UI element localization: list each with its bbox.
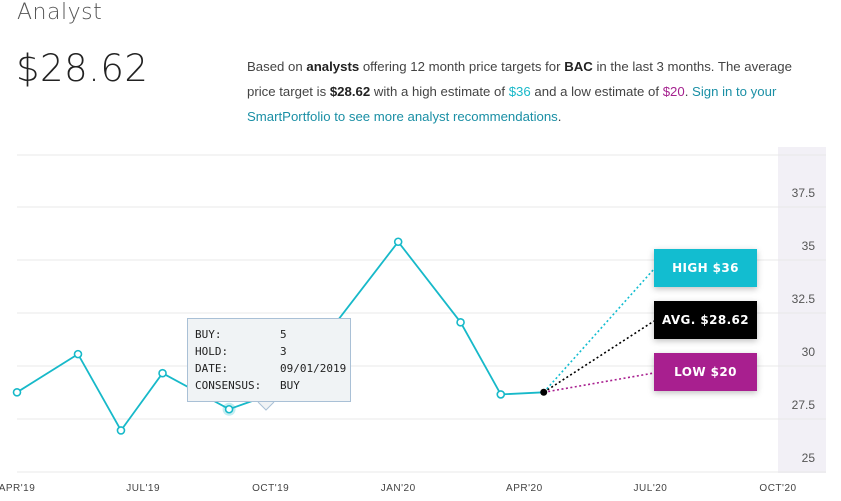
summary-text: with a high estimate of (370, 84, 509, 99)
tooltip-row-buy: BUY: 5 (195, 326, 350, 343)
low-estimate-badge: LOW $20 (654, 353, 757, 391)
data-tooltip: BUY: 5 HOLD: 3 DATE: 09/01/2019 CONSENSUS: B… (187, 318, 351, 402)
tooltip-key: HOLD: (195, 345, 229, 358)
data-point (496, 390, 506, 399)
x-tick-label: APR'20 (506, 483, 543, 494)
forecast-high-line (543, 268, 655, 393)
tooltip-key: CONSENSUS: (195, 379, 262, 392)
y-tick-label: 27.5 (792, 398, 816, 412)
x-tick-label: JUL'20 (634, 483, 668, 494)
tooltip-row-date: DATE: 09/01/2019 (195, 360, 350, 377)
tooltip-value: 5 (280, 328, 287, 341)
average-price-target: $28.62 (16, 47, 149, 90)
forecast-low-line (543, 372, 655, 394)
summary-ticker: BAC (564, 59, 593, 74)
data-point (73, 349, 83, 359)
tooltip-value: 3 (280, 345, 287, 358)
x-tick-label: OCT'19 (252, 483, 289, 494)
y-tick-label: 32.5 (792, 292, 816, 306)
y-tick-label: 25 (802, 451, 816, 465)
summary-text: Based on (247, 59, 307, 74)
summary-text: offering 12 month price targets for (359, 59, 565, 74)
tooltip-value: 09/01/2019 (280, 362, 347, 375)
x-tick-label: JUL'19 (126, 483, 160, 494)
current-point (540, 388, 548, 396)
high-estimate-badge: HIGH $36 (654, 249, 757, 287)
price-target-summary: Based on analysts offering 12 month pric… (247, 54, 822, 129)
tooltip-pointer (257, 401, 275, 411)
summary-text: and a low estimate of (530, 84, 663, 99)
y-tick-label: 35 (802, 239, 816, 253)
data-point (12, 387, 22, 397)
y-tick-label: 37.5 (792, 186, 816, 200)
x-tick-label: APR'19 (0, 483, 35, 494)
data-point (158, 368, 167, 378)
summary-analysts: analysts (306, 59, 360, 74)
summary-low: $20 (662, 84, 685, 99)
tooltip-key: DATE: (195, 362, 229, 375)
summary-text: in the last 3 months. The average price … (247, 59, 792, 99)
forecast-average-line (543, 320, 655, 393)
data-point (116, 426, 126, 435)
tooltip-value: BUY (280, 379, 300, 392)
data-point (224, 404, 234, 414)
summary-text: . (557, 109, 562, 124)
y-tick-label: 30 (802, 345, 816, 359)
tooltip-row-consensus: CONSENSUS: BUY (195, 377, 350, 394)
average-estimate-badge: AVG. $28.62 (654, 301, 757, 339)
tooltip-key: BUY: (195, 328, 222, 341)
data-point (456, 318, 465, 327)
tooltip-row-hold: HOLD: 3 (195, 343, 350, 360)
data-point (393, 237, 403, 247)
section-title: Analyst (17, 0, 103, 25)
summary-average: $28.62 (329, 84, 371, 99)
summary-high: $36 (508, 84, 531, 99)
sign-in-link[interactable]: Sign in to your SmartPortfolio to see mo… (247, 84, 777, 124)
x-tick-label: JAN'20 (381, 483, 416, 494)
summary-text: . (684, 84, 693, 99)
x-tick-label: OCT'20 (759, 483, 796, 494)
